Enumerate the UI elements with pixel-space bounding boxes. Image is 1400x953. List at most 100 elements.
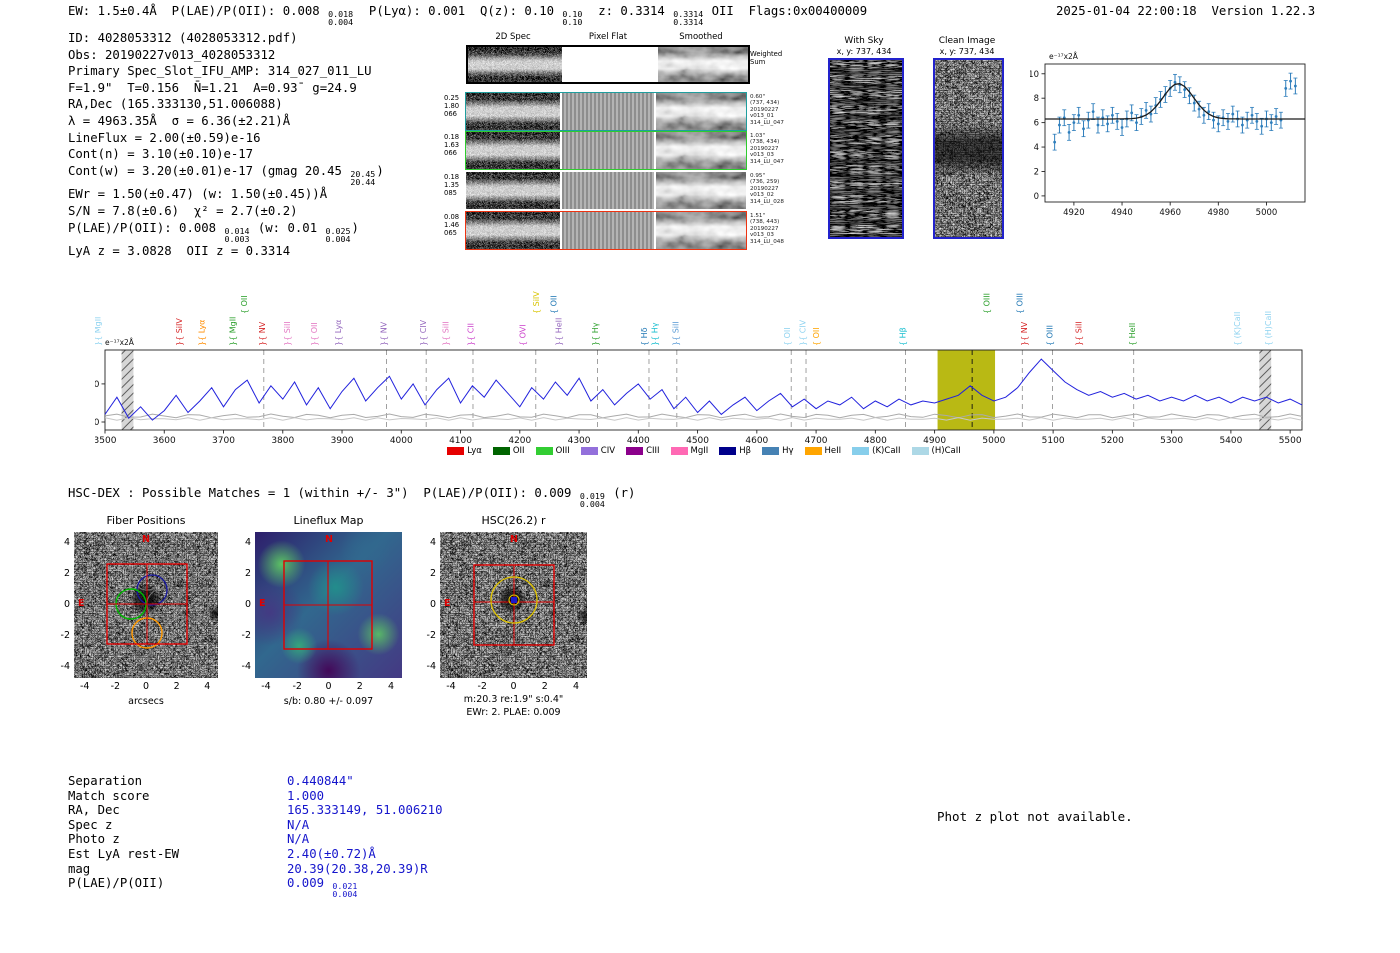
svg-text:5400: 5400 — [1219, 436, 1242, 443]
legend-item: Hγ — [762, 446, 794, 456]
emission-line-label: { OIII — [983, 293, 992, 314]
svg-text:10: 10 — [95, 380, 100, 390]
cutout-xtick: -4 — [261, 681, 271, 692]
col-title-pixel-flat: Pixel Flat — [588, 32, 628, 42]
svg-text:e⁻¹⁷x2Å: e⁻¹⁷x2Å — [1049, 52, 1079, 61]
cutout-xtick: 4 — [573, 681, 580, 692]
match-table-row: Separation 0.440844" — [68, 774, 442, 789]
svg-text:4940: 4940 — [1111, 208, 1133, 218]
spec2d-fiber-row: 0.18 1.63 066 1.03" (738, 434) 20190227 v013_0… — [444, 131, 784, 170]
info-line: Primary Spec_Slot_IFU_AMP: 314_027_011_L… — [68, 63, 384, 80]
cutout-ytick: -2 — [60, 630, 70, 642]
cutout-ytick: 4 — [429, 536, 436, 548]
cutout-xtick: -2 — [292, 681, 302, 692]
match-table-row: Est LyA rest-EW 2.40(±0.72)Å — [68, 847, 442, 862]
text-segment: F=1.9" T=0.156 N̄=1.21 A=0.93̄ g=24.9 — [68, 80, 357, 95]
legend-swatch — [492, 447, 510, 455]
cutout-ytick: 0 — [429, 599, 436, 610]
aperture-inner-circle — [508, 594, 520, 606]
weighted-sum-label: Weighted Sum — [750, 50, 783, 66]
match-table-value: 0.009 0.021 0.004 — [287, 876, 358, 900]
legend-item: Hβ — [719, 446, 751, 456]
svg-text:4500: 4500 — [686, 436, 709, 443]
info-line: ID: 4028053312 (4028053312.pdf) — [68, 30, 384, 47]
legend-item: OIII — [535, 446, 570, 456]
info-line: Cont(w) = 3.20(±0.01)e-17 (gmag 20.45 20… — [68, 163, 384, 187]
spec2d-fiber-row: 0.18 1.35 085 0.95" (736, 259) 20190227 v013_0… — [444, 172, 784, 209]
line-fit-zoom-plot: 4920 4940 4960 4980 5000 0 2 4 6 8 10 e⁻¹⁷x2Å — [1030, 52, 1306, 218]
info-line: EWr = 1.50(±0.47) (w: 1.50(±0.45))Å — [68, 186, 384, 203]
timestamp-version: 2025-01-04 22:00:18 Version 1.22.3 — [1056, 4, 1316, 18]
cutout-xtick: 0 — [325, 681, 332, 692]
legend-item: (H)CaII — [911, 446, 961, 456]
col-title-smoothed: Smoothed — [679, 32, 723, 42]
svg-text:5200: 5200 — [1101, 436, 1124, 443]
bad-sky-band — [1259, 350, 1272, 430]
emission-trace-band — [466, 172, 560, 209]
svg-text:3500: 3500 — [95, 436, 117, 443]
cutout-ytick: -2 — [241, 630, 251, 642]
bad-sky-band — [121, 350, 134, 430]
sky-line-rows — [830, 60, 902, 237]
match-table-value: 1.000 — [287, 788, 325, 803]
info-line: LineFlux = 2.00(±0.59)e-16 — [68, 130, 384, 147]
text-segment: RA,Dec (165.333130,51.006088) — [68, 97, 283, 112]
cutout-xtick: 2 — [541, 681, 548, 692]
emission-line-label: }{ Hγ — [650, 322, 659, 346]
emission-line-label: { Hβ — [899, 327, 908, 346]
info-line: LyA z = 3.0828 OII z = 0.3314 — [68, 243, 384, 260]
spectrum-line — [104, 358, 1303, 421]
emission-line-label: { OII — [550, 295, 559, 314]
legend-item: MgII — [670, 446, 708, 456]
svg-text:4100: 4100 — [449, 436, 472, 443]
legend-swatch — [535, 447, 553, 455]
svg-text:0: 0 — [1034, 192, 1039, 202]
emission-line-label: }{ NV — [258, 321, 267, 346]
cutout-xtick: -2 — [110, 681, 121, 692]
hi-lo-uncertainty: 0.019 0.004 — [579, 491, 605, 510]
text-segment: Cont(n) = 3.10(±0.10)e-17 — [68, 147, 254, 162]
svg-text:5300: 5300 — [1160, 436, 1183, 443]
spec2d-strip — [656, 93, 746, 130]
clean-image-coords: x, y: 737, 434 — [939, 47, 995, 56]
match-table-label: Match score — [68, 788, 150, 803]
pixel-flat-strip — [562, 212, 654, 249]
emission-line-label: }{ SiII — [672, 321, 681, 346]
emission-line-label: }{ CIV — [419, 319, 428, 346]
catalog-match-table: Separation 0.440844" Match score 1.000 RA, D… — [68, 774, 442, 899]
match-table-label: P(LAE)/P(OII) — [68, 876, 165, 891]
east-label: E — [78, 598, 85, 609]
text-segment: HSC-DEX : Possible Matches = 1 (within +… — [68, 486, 579, 500]
hi-lo-uncertainty: 0.10 0.10 — [562, 9, 583, 28]
legend-label: CIII — [646, 446, 660, 456]
emission-line-label: { OVI — [519, 324, 528, 346]
cutout-ytick: -4 — [426, 661, 436, 673]
text-segment: Cont(w) = 3.20(±0.01)e-17 (gmag 20.45 — [68, 163, 350, 178]
match-table-label: Separation — [68, 774, 143, 788]
info-line: P(LAE)/P(OII): 0.008 0.014 0.003 (w: 0.01… — [68, 220, 384, 244]
legend-item: HeII — [804, 446, 841, 456]
north-label: N — [142, 534, 150, 545]
cutout-xtick: 0 — [510, 681, 517, 692]
cutout-ytick: 4 — [63, 536, 70, 548]
match-table-label: mag — [68, 861, 91, 876]
svg-text:5100: 5100 — [1042, 436, 1065, 443]
svg-text:5000: 5000 — [1256, 208, 1278, 218]
text-segment: Primary Spec_Slot_IFU_AMP: 314_027_011_L… — [68, 64, 372, 79]
legend-label: Hγ — [782, 446, 794, 456]
with-sky-title: With Sky — [844, 36, 884, 46]
cutout-ytick: 0 — [244, 599, 251, 610]
svg-text:4: 4 — [1034, 143, 1039, 153]
svg-text:8: 8 — [1034, 94, 1039, 104]
hi-lo-uncertainty: 0.018 0.004 — [328, 9, 354, 28]
aperture-circle — [490, 576, 538, 624]
svg-text:4980: 4980 — [1208, 208, 1230, 218]
text-segment: EWr = 1.50(±0.47) (w: 1.50(±0.45))Å — [68, 187, 328, 202]
cutout-xtick: 4 — [388, 681, 395, 692]
with-sky-coords: x, y: 737, 434 — [836, 47, 892, 56]
error-spectrum — [104, 413, 1303, 419]
spectrum-legend: Lyα OII OIII CIV CIII MgII Hβ Hγ HeII (K)CaII (H)C… — [95, 446, 1313, 456]
pixel-flat-strip — [562, 93, 654, 130]
pixel-flat-strip — [562, 172, 654, 209]
selected-fiber-blue-circle — [136, 574, 168, 606]
